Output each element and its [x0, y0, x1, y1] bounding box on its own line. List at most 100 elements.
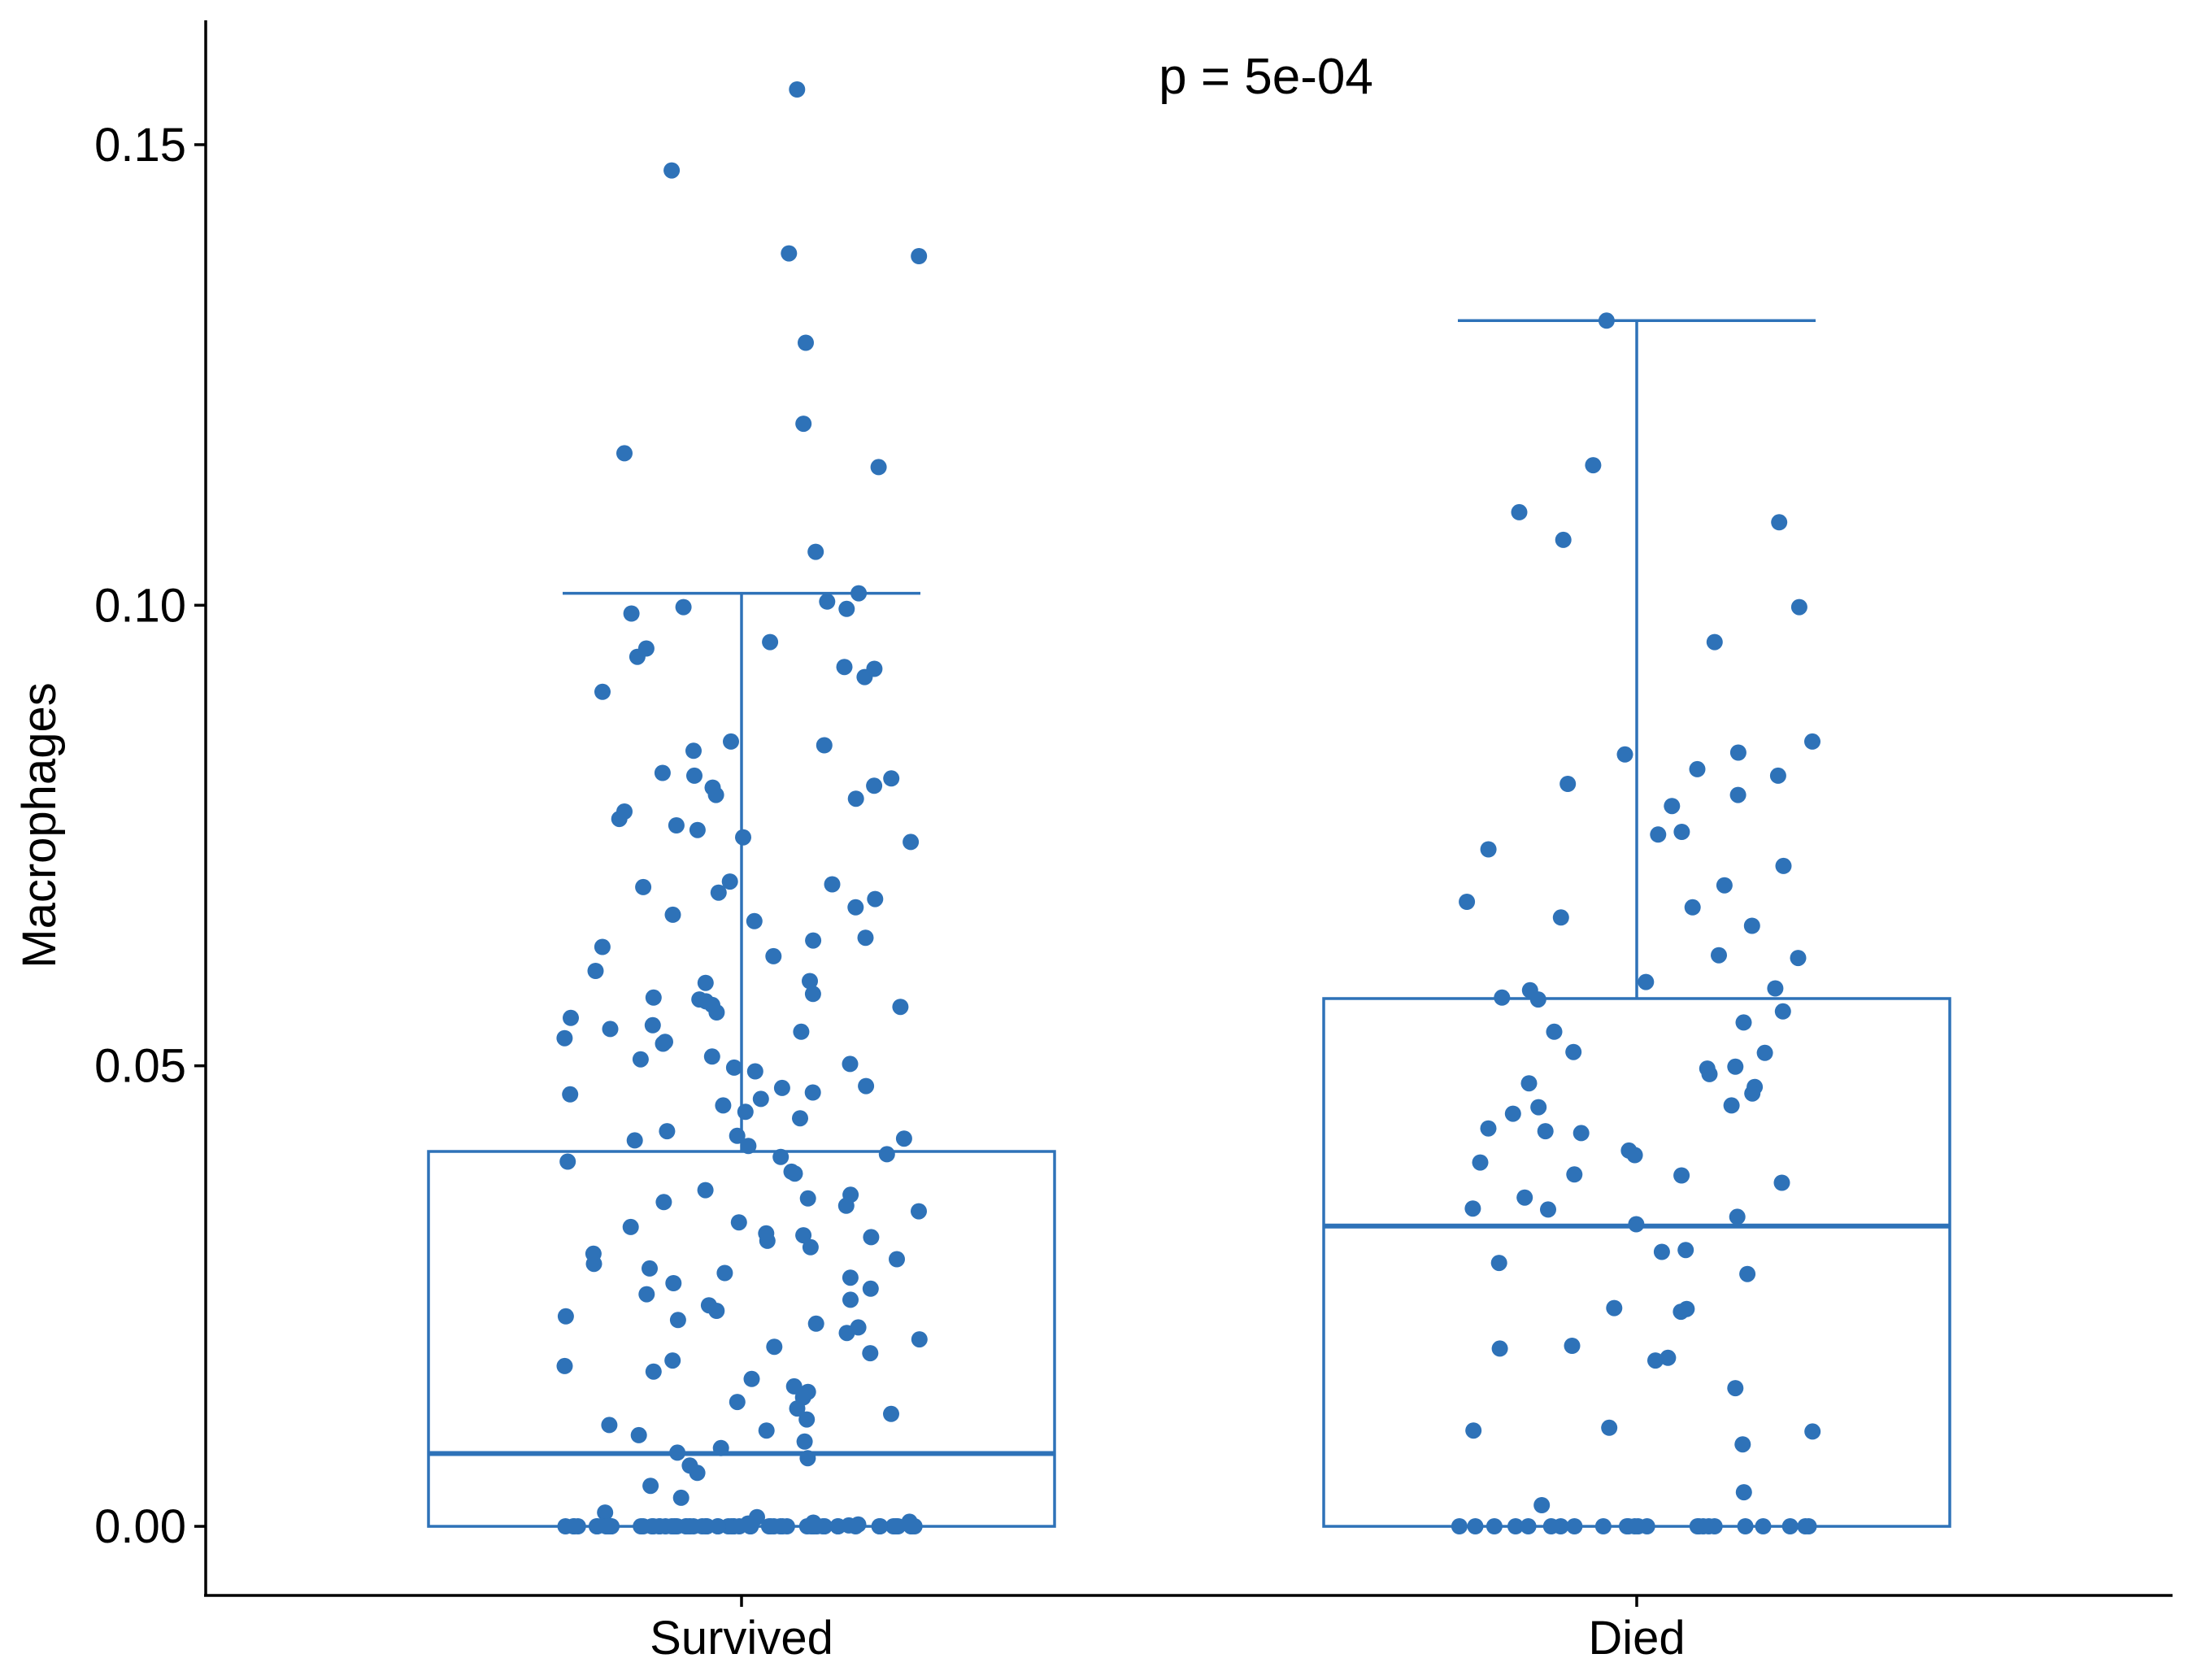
- data-point: [863, 1229, 880, 1246]
- data-point: [746, 912, 763, 929]
- data-point: [708, 1004, 725, 1021]
- data-point: [789, 81, 806, 98]
- data-point: [611, 811, 628, 828]
- data-point: [703, 1048, 720, 1065]
- data-point: [1594, 1518, 1612, 1534]
- data-point: [562, 1086, 579, 1103]
- data-point: [566, 1518, 583, 1534]
- data-point: [762, 633, 779, 651]
- data-point: [1598, 312, 1615, 329]
- data-point: [664, 906, 681, 923]
- points: [556, 81, 1821, 1534]
- data-point: [895, 1130, 912, 1147]
- data-point: [1511, 503, 1528, 520]
- interquartile-box: [427, 1150, 1056, 1528]
- data-point: [1716, 877, 1733, 894]
- data-point: [1735, 1484, 1752, 1501]
- data-point: [1689, 760, 1706, 777]
- data-point: [1529, 991, 1546, 1008]
- data-point: [559, 1153, 576, 1170]
- data-point: [1530, 1099, 1547, 1116]
- x-tick-label: Died: [1588, 1612, 1685, 1665]
- data-point: [1572, 1125, 1590, 1142]
- data-point: [858, 1077, 875, 1095]
- data-point: [1566, 1166, 1583, 1183]
- data-point: [632, 1051, 649, 1068]
- data-point: [669, 1444, 686, 1461]
- data-point: [1616, 746, 1633, 763]
- data-point: [668, 817, 685, 833]
- data-point: [847, 1518, 864, 1534]
- data-point: [883, 770, 900, 787]
- data-point: [1804, 733, 1820, 750]
- data-point: [685, 742, 702, 759]
- data-point: [795, 416, 812, 433]
- data-point: [721, 873, 738, 890]
- data-point: [1555, 531, 1572, 548]
- data-point: [1480, 841, 1497, 858]
- data-point: [1739, 1265, 1756, 1282]
- data-point: [708, 1303, 725, 1319]
- data-point: [650, 1518, 668, 1534]
- data-point: [1472, 1154, 1489, 1171]
- data-point: [665, 1275, 682, 1291]
- data-point: [824, 876, 841, 893]
- data-point: [847, 790, 864, 807]
- data-point: [789, 1400, 806, 1417]
- data-point: [857, 929, 874, 947]
- data-point: [1485, 1518, 1503, 1534]
- data-point: [686, 767, 703, 784]
- data-point: [842, 1269, 859, 1286]
- data-point: [1800, 1518, 1817, 1534]
- data-point: [774, 1518, 791, 1534]
- data-point: [729, 1394, 746, 1411]
- data-point: [773, 1079, 790, 1096]
- data-point: [1804, 1423, 1821, 1440]
- data-point: [1701, 1065, 1718, 1082]
- data-point: [1790, 598, 1807, 616]
- axes: [204, 20, 2173, 1597]
- data-point: [659, 1123, 676, 1140]
- data-point: [601, 1417, 618, 1434]
- data-point: [697, 1518, 714, 1534]
- data-point: [594, 938, 611, 955]
- data-point: [1781, 1518, 1799, 1534]
- data-point: [746, 1063, 763, 1080]
- x-tick-label: Survived: [650, 1612, 833, 1665]
- data-point: [1734, 1436, 1751, 1453]
- data-point: [838, 600, 855, 617]
- data-point: [862, 1345, 879, 1362]
- data-point: [1601, 1419, 1618, 1436]
- data-point: [563, 1009, 579, 1026]
- data-point: [802, 1238, 819, 1256]
- data-point: [842, 1055, 859, 1073]
- data-point: [903, 1518, 920, 1534]
- data-point: [911, 1203, 927, 1220]
- data-point: [1480, 1120, 1497, 1137]
- data-point: [798, 1411, 816, 1428]
- data-point: [594, 683, 611, 700]
- data-point: [697, 974, 714, 991]
- data-point: [597, 1504, 614, 1521]
- data-point: [911, 248, 928, 264]
- data-point: [819, 593, 836, 610]
- y-axis-title: Macrophages: [13, 682, 66, 968]
- data-point: [1767, 980, 1784, 997]
- data-point: [792, 1110, 808, 1127]
- data-point: [1735, 1014, 1752, 1031]
- data-point: [1711, 947, 1727, 964]
- data-point: [842, 1291, 859, 1308]
- data-point: [635, 878, 652, 895]
- data-point: [799, 1190, 816, 1207]
- y-tick-label: 0.05: [94, 1040, 186, 1093]
- data-point: [715, 1097, 732, 1114]
- data-point: [1546, 1023, 1563, 1040]
- y-ticks: 0.00 0.05 0.10 0.15: [94, 119, 206, 1553]
- data-point: [626, 1132, 643, 1149]
- data-point: [730, 1214, 747, 1231]
- data-point: [847, 899, 864, 916]
- data-point: [743, 1370, 760, 1387]
- data-point: [765, 947, 782, 964]
- data-point: [793, 1023, 810, 1040]
